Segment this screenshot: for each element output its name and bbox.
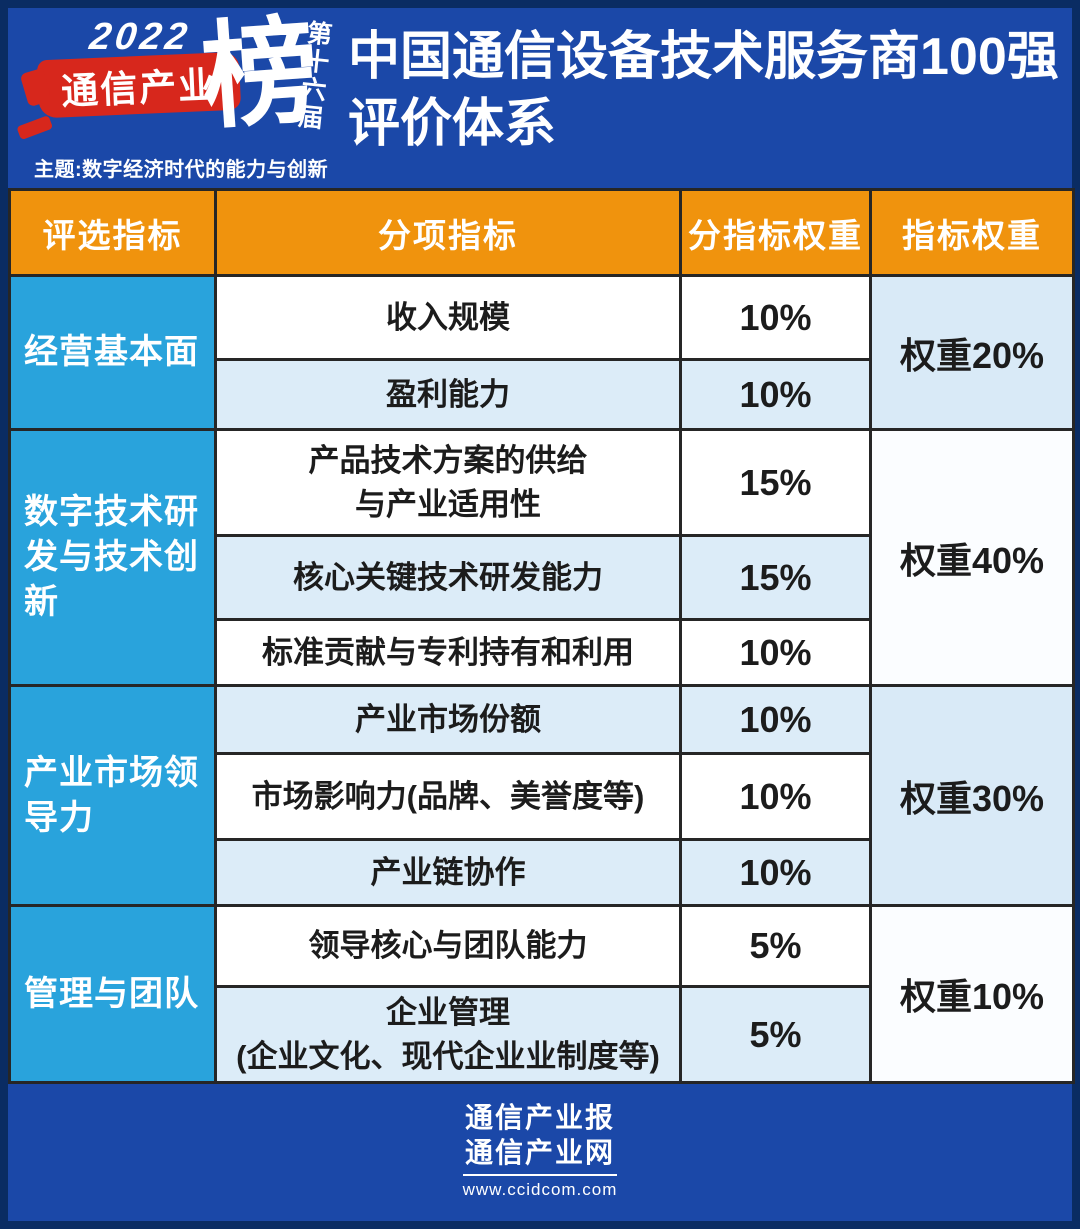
page-title-line1: 中国通信设备技术服务商100强 bbox=[348, 28, 1059, 86]
page-title-line2: 评价体系 bbox=[348, 94, 557, 153]
table-row: 核心关键技术研发能力 15% bbox=[10, 534, 1074, 621]
sub-weight-cell: 10% bbox=[679, 752, 872, 841]
category-cell: 管理与团队 bbox=[8, 904, 217, 1084]
header-band: 2022 通信产业 榜 第十六届 主题:数字经济时代的能力与创新 中国通信设备技… bbox=[8, 2, 1072, 188]
sub-weight-cell: 15% bbox=[679, 534, 872, 621]
table-row: 市场影响力(品牌、美誉度等) 10% bbox=[10, 752, 1074, 841]
evaluation-table: 评选指标 分项指标 分指标权重 指标权重 经营基本面 收入规模 10% 权重20… bbox=[8, 188, 1075, 1084]
header-sub-weight: 分指标权重 bbox=[679, 188, 872, 277]
sub-weight-cell: 15% bbox=[679, 428, 872, 537]
page-title: 中国通信设备技术服务商100强 评价体系 bbox=[348, 8, 1059, 157]
footer-url: www.ccidcom.com bbox=[462, 1173, 618, 1200]
indicator-cell: 企业管理 (企业文化、现代企业业制度等) bbox=[214, 985, 682, 1084]
header-category: 评选指标 bbox=[8, 188, 217, 277]
sub-weight-cell: 10% bbox=[679, 684, 872, 755]
group-weight-cell: 权重10% bbox=[869, 904, 1075, 1084]
table-row: 企业管理 (企业文化、现代企业业制度等) 5% bbox=[10, 985, 1074, 1084]
indicator-cell: 盈利能力 bbox=[214, 358, 682, 431]
indicator-cell: 产品技术方案的供给 与产业适用性 bbox=[214, 428, 682, 537]
group-weight-cell: 权重40% bbox=[869, 428, 1075, 687]
sub-weight-cell: 5% bbox=[679, 985, 872, 1084]
header-sub-indicator: 分项指标 bbox=[214, 188, 682, 277]
indicator-cell: 标准贡献与专利持有和利用 bbox=[214, 618, 682, 687]
sub-weight-cell: 10% bbox=[679, 358, 872, 431]
group-weight-cell: 权重30% bbox=[869, 684, 1075, 907]
table-row: 产业市场领导力 产业市场份额 10% 权重30% bbox=[8, 684, 1075, 907]
table-row: 管理与团队 领导核心与团队能力 5% 权重10% bbox=[8, 904, 1075, 1084]
category-cell: 数字技术研发与技术创新 bbox=[8, 428, 217, 687]
category-cell: 经营基本面 bbox=[8, 274, 217, 431]
footer: 通信产业报 通信产业网 www.ccidcom.com bbox=[8, 1084, 1072, 1221]
category-cell: 产业市场领导力 bbox=[8, 684, 217, 907]
event-logo: 2022 通信产业 榜 第十六届 主题:数字经济时代的能力与创新 bbox=[26, 2, 338, 186]
table-row: 产业链协作 10% bbox=[10, 838, 1074, 907]
sub-weight-cell: 10% bbox=[679, 618, 872, 687]
indicator-cell: 收入规模 bbox=[214, 274, 682, 361]
indicator-cell: 产业链协作 bbox=[214, 838, 682, 907]
footer-publication-name: 通信产业报 bbox=[464, 1102, 615, 1134]
logo-year: 2022 bbox=[87, 16, 194, 58]
header-group-weight: 指标权重 bbox=[869, 188, 1075, 277]
poster-page: 2022 通信产业 榜 第十六届 主题:数字经济时代的能力与创新 中国通信设备技… bbox=[8, 2, 1075, 1221]
sub-weight-cell: 10% bbox=[679, 838, 872, 907]
group-weight-cell: 权重20% bbox=[869, 274, 1075, 431]
table-header-row: 评选指标 分项指标 分指标权重 指标权重 bbox=[8, 188, 1075, 277]
indicator-cell: 产业市场份额 bbox=[214, 684, 682, 755]
sub-weight-cell: 5% bbox=[679, 904, 872, 988]
indicator-cell: 市场影响力(品牌、美誉度等) bbox=[214, 752, 682, 841]
table-row: 盈利能力 10% bbox=[10, 358, 1074, 431]
sub-weight-cell: 10% bbox=[679, 274, 872, 361]
table-row: 标准贡献与专利持有和利用 10% bbox=[10, 618, 1074, 687]
logo-theme-text: 主题:数字经济时代的能力与创新 bbox=[34, 159, 329, 181]
footer-website-name: 通信产业网 bbox=[464, 1136, 615, 1168]
indicator-cell: 领导核心与团队能力 bbox=[214, 904, 682, 988]
table-row: 经营基本面 收入规模 10% 权重20% bbox=[8, 274, 1075, 431]
logo-brand-text: 通信产业 bbox=[60, 64, 218, 113]
table-row: 数字技术研发与技术创新 产品技术方案的供给 与产业适用性 15% 权重40% bbox=[8, 428, 1075, 687]
indicator-cell: 核心关键技术研发能力 bbox=[214, 534, 682, 621]
